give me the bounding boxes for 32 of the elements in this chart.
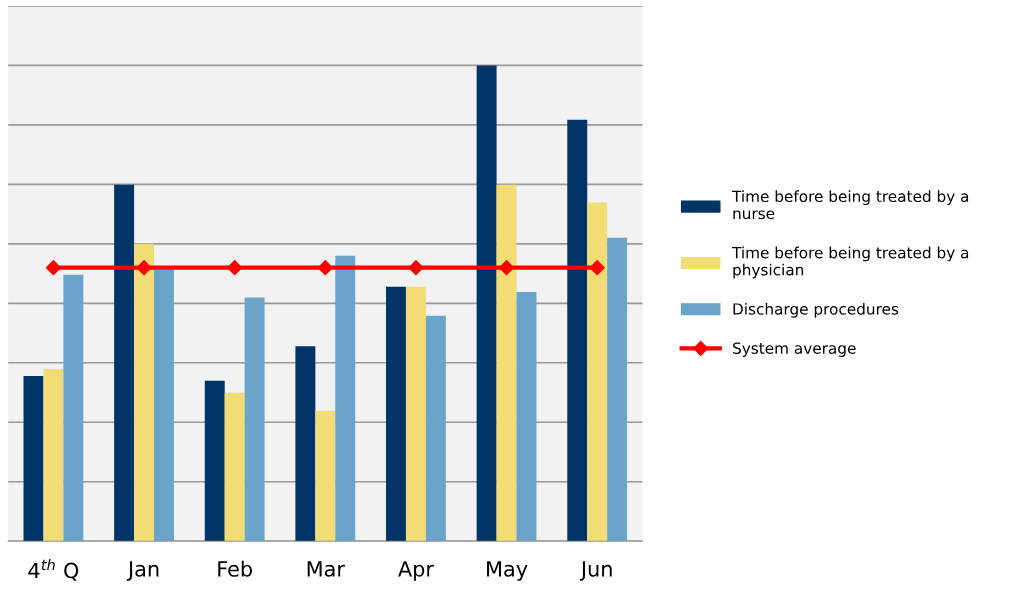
- legend-label: Discharge procedures: [733, 302, 899, 318]
- bar: [315, 410, 336, 542]
- bar: [335, 255, 356, 542]
- bar: [295, 346, 316, 542]
- bar: [244, 297, 265, 542]
- bar: [386, 286, 406, 542]
- legend-label: Time before being treated by a physician: [731, 246, 969, 279]
- legend-label: Time before being treated by a nurse: [731, 190, 969, 220]
- x-tick-label: Apr: [398, 561, 434, 581]
- bar: [63, 274, 84, 542]
- x-tick-label: Feb: [218, 560, 252, 577]
- x-tick-label: Jan: [126, 561, 159, 581]
- bar: [516, 291, 537, 542]
- bar: [204, 380, 225, 542]
- bar: [154, 269, 174, 542]
- bar: [587, 202, 608, 542]
- bar: [425, 315, 446, 542]
- bar: [607, 237, 628, 542]
- x-tick-label: May: [487, 561, 528, 581]
- x-tick-label: 4$^{th}$ Q: [28, 559, 79, 581]
- bar: [405, 286, 426, 542]
- bar: [114, 184, 135, 542]
- legend-label: System average: [733, 342, 856, 357]
- bar: [134, 243, 155, 542]
- bar: [496, 184, 517, 542]
- bar: [567, 119, 588, 542]
- bar: [43, 368, 64, 542]
- x-tick-label: Mar: [307, 561, 345, 577]
- bar: [476, 65, 497, 542]
- x-tick-label: Jun: [579, 561, 612, 581]
- bar: [224, 392, 245, 542]
- bar: [23, 376, 44, 542]
